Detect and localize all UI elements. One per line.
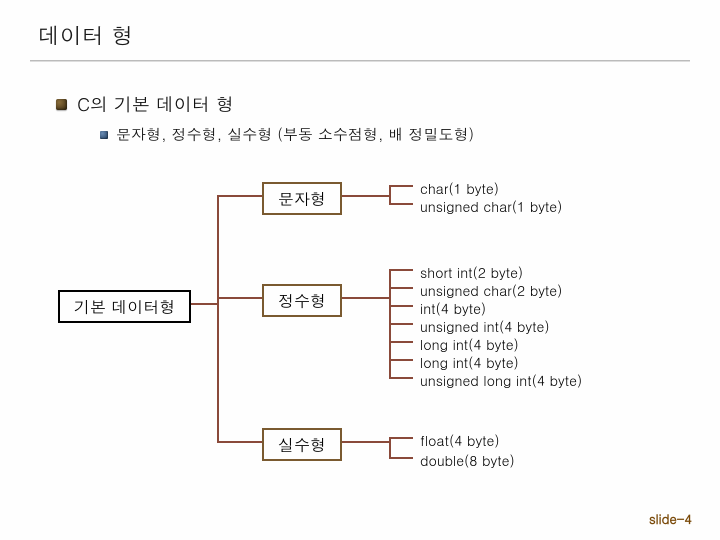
root-box: 기본 데이터형	[58, 290, 191, 323]
bullet2-text: 문자형, 정수형, 실수형 (부동 소수점형, 배 정밀도형)	[116, 124, 474, 145]
leaf-int-6: unsigned long int(4 byte)	[420, 370, 582, 390]
leaf-int-5: long int(4 byte)	[420, 352, 519, 372]
slide-title: 데이터 형	[38, 20, 133, 51]
mid-box-float: 실수형	[262, 428, 342, 461]
leaf-int-2: int(4 byte)	[420, 298, 486, 318]
slide-footer: slide-4	[649, 509, 692, 528]
leaf-char-1: unsigned char(1 byte)	[420, 196, 562, 216]
leaf-int-1: unsigned char(2 byte)	[420, 280, 562, 300]
title-underline	[30, 60, 690, 62]
leaf-float-1: double(8 byte)	[420, 450, 515, 470]
diamond-bullet-icon	[100, 131, 108, 139]
data-type-diagram: 기본 데이터형문자형정수형실수형char(1 byte)unsigned cha…	[30, 160, 690, 480]
leaf-char-0: char(1 byte)	[420, 178, 499, 198]
mid-box-char: 문자형	[262, 182, 342, 215]
leaf-int-4: long int(4 byte)	[420, 334, 519, 354]
bullet-level2: 문자형, 정수형, 실수형 (부동 소수점형, 배 정밀도형)	[100, 124, 474, 145]
leaf-int-0: short int(2 byte)	[420, 262, 523, 282]
mid-box-int: 정수형	[262, 284, 342, 317]
square-bullet-icon	[56, 99, 67, 110]
bullet1-text: C의 기본 데이터 형	[77, 92, 234, 117]
leaf-float-0: float(4 byte)	[420, 430, 500, 450]
bullet-level1: C의 기본 데이터 형	[56, 92, 234, 117]
leaf-int-3: unsigned int(4 byte)	[420, 316, 550, 336]
